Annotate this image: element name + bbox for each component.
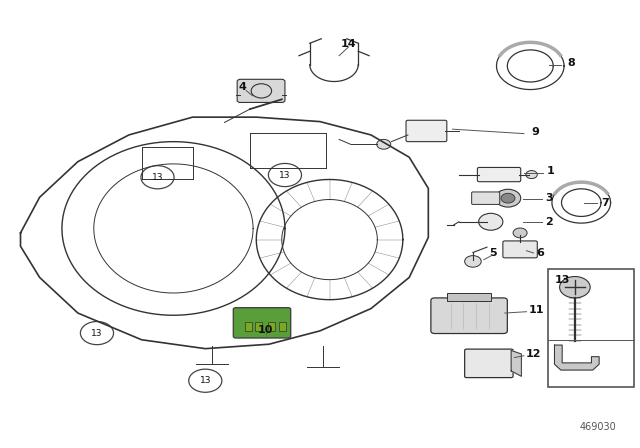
Text: 11: 11 <box>529 306 545 315</box>
Bar <box>245 322 252 331</box>
Text: 13: 13 <box>92 328 103 338</box>
FancyBboxPatch shape <box>477 168 521 182</box>
Circle shape <box>479 213 503 230</box>
Bar <box>447 293 491 301</box>
Text: 3: 3 <box>545 193 553 203</box>
Text: 8: 8 <box>568 58 575 68</box>
Polygon shape <box>511 350 522 376</box>
FancyBboxPatch shape <box>237 79 285 103</box>
Bar <box>268 322 275 331</box>
FancyBboxPatch shape <box>503 241 538 258</box>
Polygon shape <box>554 345 599 370</box>
Circle shape <box>513 228 527 238</box>
Circle shape <box>465 256 481 267</box>
Text: 14: 14 <box>341 39 356 49</box>
Circle shape <box>377 139 391 149</box>
FancyBboxPatch shape <box>234 308 291 338</box>
Text: 1: 1 <box>547 167 554 177</box>
Text: 9: 9 <box>531 127 540 137</box>
Text: 5: 5 <box>490 248 497 258</box>
Text: 10: 10 <box>258 325 273 335</box>
Text: 13: 13 <box>200 376 211 385</box>
FancyBboxPatch shape <box>472 192 500 204</box>
Text: 4: 4 <box>238 82 246 92</box>
Text: 13: 13 <box>279 171 291 180</box>
FancyBboxPatch shape <box>431 298 508 333</box>
Bar <box>548 268 634 387</box>
Circle shape <box>501 193 515 203</box>
Text: 7: 7 <box>602 198 609 207</box>
Text: 6: 6 <box>536 248 544 258</box>
Text: 469030: 469030 <box>580 422 616 432</box>
Text: 13: 13 <box>152 173 163 182</box>
Text: 12: 12 <box>525 349 541 359</box>
Circle shape <box>526 171 538 179</box>
Bar <box>278 322 285 331</box>
Text: 2: 2 <box>545 217 553 227</box>
Bar <box>255 322 262 331</box>
FancyBboxPatch shape <box>465 349 513 378</box>
Text: 13: 13 <box>554 275 570 284</box>
FancyBboxPatch shape <box>406 120 447 142</box>
Circle shape <box>559 276 590 298</box>
Circle shape <box>495 189 521 207</box>
